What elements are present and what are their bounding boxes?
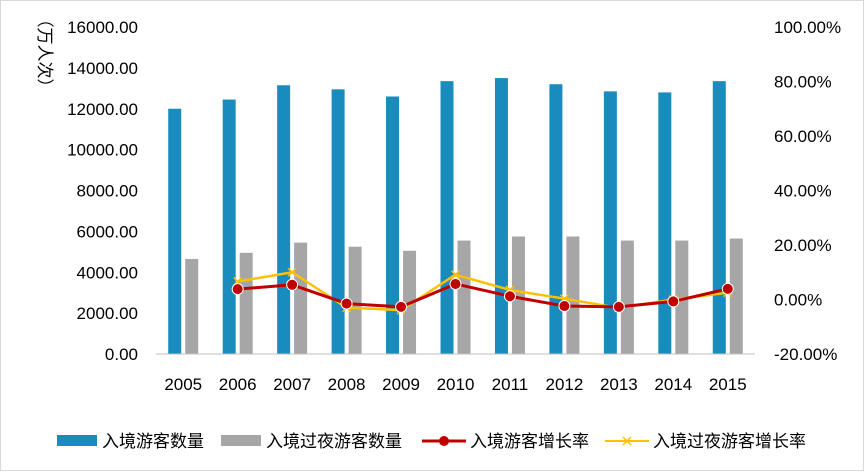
left-axis-tick-label: 2000.00 bbox=[77, 304, 138, 323]
left-axis-tick-label: 0.00 bbox=[105, 345, 138, 364]
legend-marker bbox=[439, 436, 449, 446]
left-axis-tick-label: 16000.00 bbox=[67, 18, 138, 37]
x-axis-tick-label: 2013 bbox=[600, 375, 638, 394]
bar-arrivals bbox=[386, 96, 400, 355]
x-axis-tick-label: 2007 bbox=[273, 375, 311, 394]
bars-layer bbox=[168, 78, 743, 355]
left-axis-tick-label: 6000.00 bbox=[77, 222, 138, 241]
point-arrivals-growth bbox=[612, 300, 625, 313]
point-overnight-growth bbox=[287, 267, 297, 277]
bar-arrivals bbox=[549, 84, 563, 354]
bar-arrivals bbox=[331, 89, 345, 354]
x-axis-tick-label: 2015 bbox=[709, 375, 747, 394]
point-arrivals-growth bbox=[395, 300, 408, 313]
bar-arrivals bbox=[494, 78, 508, 354]
x-axis-tick-label: 2009 bbox=[382, 375, 420, 394]
bar-overnight-arrivals bbox=[239, 252, 253, 354]
bar-arrivals bbox=[168, 108, 182, 354]
bar-overnight-arrivals bbox=[620, 240, 634, 354]
legend-swatch bbox=[221, 435, 261, 446]
bar-overnight-arrivals bbox=[457, 240, 471, 354]
left-axis-tick-label: 12000.00 bbox=[67, 100, 138, 119]
point-overnight-growth bbox=[450, 270, 461, 280]
point-arrivals-growth bbox=[558, 300, 571, 313]
legend-swatch bbox=[57, 435, 97, 446]
legend-label: 入境过夜游客增长率 bbox=[653, 432, 806, 451]
right-axis-tick-label: -20.00% bbox=[774, 345, 837, 364]
bar-arrivals bbox=[440, 81, 454, 355]
legend-label: 入境游客数量 bbox=[102, 432, 204, 451]
legend-label: 入境游客增长率 bbox=[470, 432, 589, 451]
bar-arrivals bbox=[277, 85, 291, 354]
legend: 入境游客数量 入境过夜游客数量 入境游客增长率 入境过夜游客增长率 bbox=[57, 432, 806, 451]
x-axis-tick-label: 2008 bbox=[328, 375, 366, 394]
legend-item-overnight-growth: 入境过夜游客增长率 bbox=[605, 432, 806, 451]
bar-arrivals bbox=[658, 92, 672, 355]
left-axis-tick-label: 14000.00 bbox=[67, 59, 138, 78]
right-axis-tick-label: 60.00% bbox=[774, 127, 832, 146]
bar-arrivals bbox=[603, 91, 617, 355]
x-axis-tick-label: 2005 bbox=[164, 375, 202, 394]
legend-item-arrivals: 入境游客数量 bbox=[57, 432, 204, 451]
left-axis-tick-label: 4000.00 bbox=[77, 263, 138, 282]
y-axis-unit-label: （万人次） bbox=[35, 11, 54, 96]
point-arrivals-growth bbox=[667, 295, 680, 308]
legend-label: 入境过夜游客数量 bbox=[266, 432, 402, 451]
x-axis-tick-label: 2012 bbox=[545, 375, 583, 394]
left-axis-tick-label: 8000.00 bbox=[77, 182, 138, 201]
bar-overnight-arrivals bbox=[566, 236, 580, 354]
right-axis-tick-label: 0.00% bbox=[774, 291, 822, 310]
x-axis-tick-label: 2014 bbox=[654, 375, 692, 394]
lines-layer bbox=[231, 267, 734, 315]
legend-item-arrivals-growth: 入境游客增长率 bbox=[422, 432, 589, 451]
bar-overnight-arrivals bbox=[729, 238, 743, 354]
point-arrivals-growth bbox=[503, 290, 516, 303]
left-axis-ticks: 0.00 2000.00 4000.00 6000.00 8000.00 10000.00… bbox=[67, 18, 138, 364]
x-axis-tick-label: 2006 bbox=[219, 375, 257, 394]
x-axis-ticks: 2005 2006 2007 2008 2009 2010 2011 2012 2013 2014… bbox=[164, 375, 746, 394]
bar-arrivals bbox=[222, 99, 236, 354]
point-arrivals-growth bbox=[231, 283, 244, 296]
bar-arrivals bbox=[712, 81, 726, 355]
right-axis-tick-label: 20.00% bbox=[774, 236, 832, 255]
x-axis-tick-label: 2011 bbox=[492, 375, 529, 394]
bar-overnight-arrivals bbox=[185, 258, 199, 354]
line-arrivals-growth bbox=[237, 282, 729, 309]
point-arrivals-growth bbox=[721, 282, 734, 295]
bar-overnight-arrivals bbox=[348, 246, 362, 354]
right-axis-ticks: -20.00% 0.00% 20.00% 40.00% 60.00% 80.00% 100.… bbox=[774, 18, 841, 364]
right-axis-tick-label: 40.00% bbox=[774, 182, 832, 201]
right-axis-tick-label: 100.00% bbox=[774, 18, 841, 37]
legend-item-overnight-arrivals: 入境过夜游客数量 bbox=[221, 432, 402, 451]
point-arrivals-growth bbox=[449, 277, 462, 290]
point-arrivals-growth bbox=[340, 297, 353, 310]
bar-overnight-arrivals bbox=[511, 236, 525, 354]
point-arrivals-growth bbox=[286, 278, 299, 291]
left-axis-tick-label: 10000.00 bbox=[67, 141, 138, 160]
x-axis-tick-label: 2010 bbox=[437, 375, 475, 394]
right-axis-tick-label: 80.00% bbox=[774, 73, 832, 92]
bar-overnight-arrivals bbox=[294, 242, 308, 354]
